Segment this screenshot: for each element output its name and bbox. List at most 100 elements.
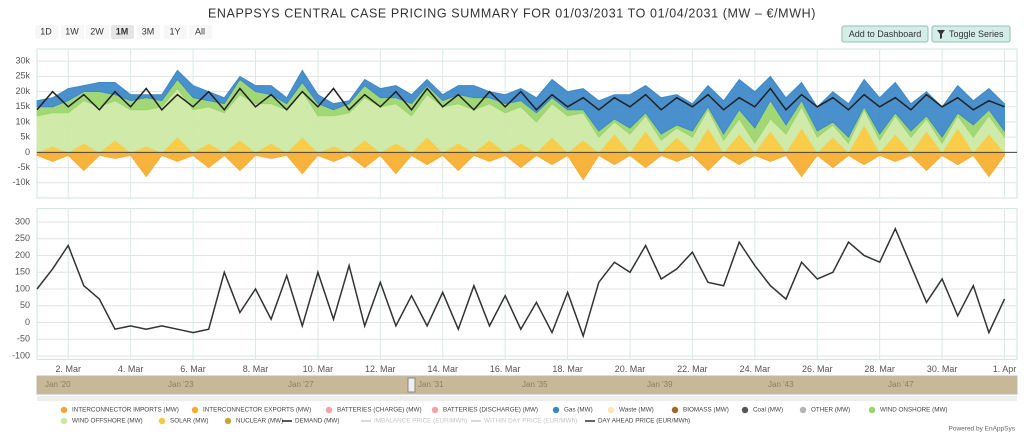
range-button[interactable] <box>86 25 109 39</box>
navigator-label: Jan '35 <box>522 380 548 389</box>
legend: INTERCONNECTOR IMPORTS (MW) INTERCONNECTO… <box>60 406 948 425</box>
navigator-label: Jan '31 <box>418 380 444 389</box>
y-tick-label: 5k <box>20 132 30 142</box>
legend-symbol[interactable] <box>60 406 68 414</box>
x-tick-label: 1. Apr <box>993 364 1017 374</box>
x-tick-label: 12. Mar <box>365 364 396 374</box>
range-button-label[interactable]: 1M <box>116 26 129 36</box>
x-tick-label: 26. Mar <box>802 364 833 374</box>
x-tick-label: 4. Mar <box>118 364 144 374</box>
y-tick-label: 30k <box>15 56 30 66</box>
legend-symbol[interactable] <box>671 406 679 414</box>
legend-label[interactable]: WIND ONSHORE (MW) <box>880 407 948 414</box>
plots: -10k -5k 0 5k 10k 15k 20k 25k 30k -100 -50 0 50 100 15… <box>12 48 1018 374</box>
range-button-label[interactable]: 1W <box>65 26 79 36</box>
navigator-frame <box>36 375 1018 395</box>
toolbar: 1D 1W 2W 1M 3M 1Y All Add to Dashboard Toggle Se… <box>35 25 1011 43</box>
x-tick-label: 16. Mar <box>490 364 521 374</box>
y-tick-label: 50 <box>20 300 30 310</box>
legend-label[interactable]: BIOMASS (MW) <box>683 407 729 414</box>
y-tick-label: 20k <box>15 86 30 96</box>
navigator-band <box>37 376 1017 394</box>
legend-symbol[interactable] <box>431 406 439 414</box>
title: ENAPPSYS CENTRAL CASE PRICING SUMMARY FO… <box>208 6 816 20</box>
range-button[interactable] <box>111 25 134 39</box>
legend-label[interactable]: DAY AHEAD PRICE (EUR/MWh) <box>598 418 690 425</box>
legend-label[interactable]: WITHIN DAY PRICE (EUR/MWh) <box>484 418 577 425</box>
legend-symbol[interactable] <box>224 417 232 425</box>
toggle-series-button[interactable] <box>931 25 1011 43</box>
navigator-label: Jan '43 <box>768 380 794 389</box>
x-tick-label: 20. Mar <box>615 364 646 374</box>
range-button[interactable] <box>61 25 84 39</box>
legend-symbol[interactable] <box>741 406 749 414</box>
navigator-label: Jan '47 <box>888 380 914 389</box>
legend-label[interactable]: BATTERIES (CHARGE) (MW) <box>337 407 422 414</box>
x-tick-label: 8. Mar <box>243 364 269 374</box>
legend-label[interactable]: OTHER (MW) <box>811 407 850 414</box>
range-button-label[interactable]: 2W <box>90 26 104 36</box>
x-tick-label: 10. Mar <box>303 364 334 374</box>
y-tick-label: 15k <box>15 101 30 111</box>
legend-symbol[interactable] <box>60 417 68 425</box>
plot-area <box>36 208 1018 360</box>
y-tick-label: -10k <box>12 177 30 187</box>
legend-label[interactable]: NUCLEAR (MW) <box>236 418 283 425</box>
legend-symbol[interactable] <box>552 406 560 414</box>
legend-symbol[interactable] <box>799 406 807 414</box>
navigator-handle[interactable] <box>407 377 416 393</box>
legend-label[interactable]: SOLAR (MW) <box>170 418 208 425</box>
toggle-series-label[interactable]: Toggle Series <box>949 29 1004 39</box>
x-tick-label: 22. Mar <box>677 364 708 374</box>
legend-symbol[interactable] <box>191 406 199 414</box>
legend-symbol[interactable] <box>158 417 166 425</box>
y-tick-label: 25k <box>15 71 30 81</box>
legend-label[interactable]: INTERCONNECTOR IMPORTS (MW) <box>72 407 179 414</box>
y-tick-label: 10k <box>15 116 30 126</box>
range-button-label[interactable]: All <box>195 26 205 36</box>
y-tick-label: 150 <box>15 267 30 277</box>
y-tick-label: -50 <box>17 334 30 344</box>
legend-symbol[interactable] <box>868 406 876 414</box>
y-tick-label: 300 <box>15 216 30 226</box>
navigator-label: Jan '27 <box>288 380 314 389</box>
x-tick-label: 2. Mar <box>55 364 81 374</box>
x-tick-label: 30. Mar <box>927 364 958 374</box>
add-dashboard-button[interactable] <box>841 25 929 43</box>
legend-label[interactable]: Gas (MW) <box>564 407 593 414</box>
x-tick-label: 14. Mar <box>427 364 458 374</box>
range-button[interactable] <box>164 25 187 39</box>
legend-label[interactable]: BATTERIES (DISCHARGE) (MW) <box>443 407 538 414</box>
credit: Powered by EnAppSys <box>949 426 1016 433</box>
series-line <box>36 87 1005 112</box>
range-button[interactable] <box>35 25 58 39</box>
x-tick-label: 18. Mar <box>552 364 583 374</box>
add-dashboard-label[interactable]: Add to Dashboard <box>849 29 922 39</box>
legend-symbol[interactable] <box>607 406 615 414</box>
legend-label[interactable]: INTERCONNECTOR EXPORTS (MW) <box>203 407 311 414</box>
x-tick-label: 6. Mar <box>180 364 206 374</box>
legend-label[interactable]: Coal (MW) <box>753 407 783 414</box>
filter-icon <box>937 30 945 39</box>
legend-label[interactable]: IMBALANCE PRICE (EUR/MWh) <box>374 418 467 425</box>
range-button[interactable] <box>137 25 160 39</box>
series-line <box>36 226 1006 339</box>
range-button-label[interactable]: 3M <box>142 26 155 36</box>
legend-label[interactable]: Waste (MW) <box>619 407 654 414</box>
range-button-label[interactable]: 1D <box>40 26 52 36</box>
y-tick-label: 0 <box>25 147 30 157</box>
scrollbar[interactable] <box>37 396 1017 401</box>
navigator-label: Jan '23 <box>168 380 194 389</box>
y-tick-label: 200 <box>15 250 30 260</box>
range-button[interactable] <box>189 25 212 39</box>
y-tick-label: 250 <box>15 233 30 243</box>
legend-symbol[interactable] <box>325 406 333 414</box>
x-tick-label: 24. Mar <box>740 364 771 374</box>
range-button-label[interactable]: 1Y <box>169 26 180 36</box>
legend-label[interactable]: WIND OFFSHORE (MW) <box>72 418 143 425</box>
navigator-label: Jan '20 <box>45 380 71 389</box>
stacked-area <box>36 69 1005 138</box>
y-tick-label: 0 <box>25 317 30 327</box>
legend-label[interactable]: DEMAND (MW) <box>295 418 339 425</box>
